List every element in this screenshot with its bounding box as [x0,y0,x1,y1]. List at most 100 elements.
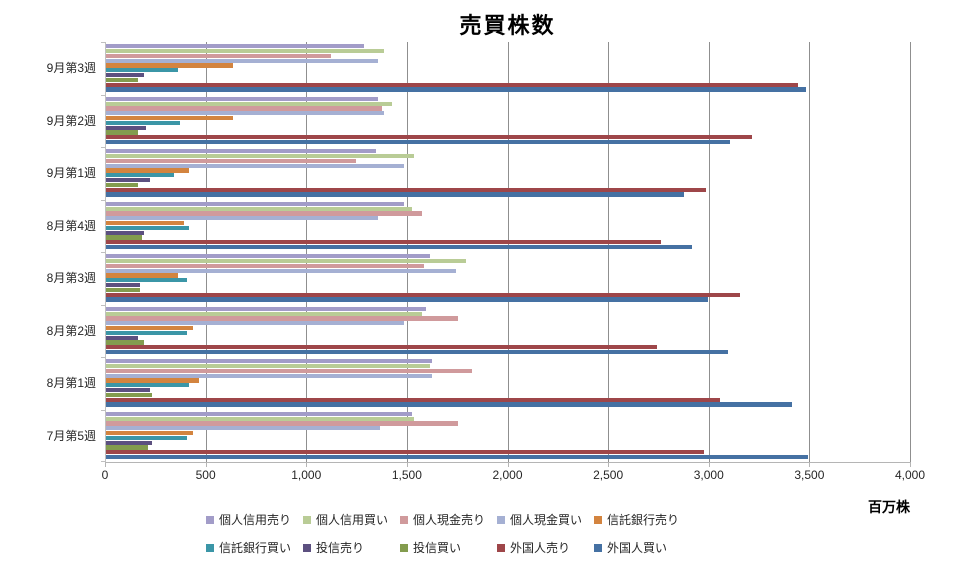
y-tick-mark [101,304,105,306]
legend-label: 個人現金買い [510,513,583,527]
chart-title: 売買株数 [459,13,556,38]
x-tick-mark [105,463,106,467]
x-tick-label: 0 [101,468,109,482]
legend-label: 外国人買い [607,541,668,555]
bar-9月第3週-個人現金売り [106,53,332,59]
bar-8月第2週-外国人売り [106,345,658,350]
x-tick-label: 3,500 [794,468,825,482]
bar-9月第3週-個人現金買い [106,58,378,63]
bar-8月第4週-投信買い [106,235,143,240]
bar-8月第2週-外国人買い [106,349,728,355]
legend-item-外国人売り: 外国人売り [497,540,594,555]
x-tick-mark [910,463,911,467]
gridline [406,42,408,462]
x-tick-label: 3,000 [693,468,724,482]
bar-8月第1週-外国人買い [106,402,793,407]
bar-8月第1週-信託銀行売り [106,378,199,383]
bar-9月第2週-外国人売り [106,135,752,140]
legend-label: 個人信用売り [219,513,292,527]
gridline [507,42,509,462]
bar-9月第1週-信託銀行買い [106,173,175,178]
x-tick-mark [809,463,811,467]
bar-9月第2週-外国人買い [106,139,730,145]
legend-swatch [303,543,311,552]
legend-swatch [497,543,505,552]
bar-8月第1週-個人信用売り [106,359,433,364]
bar-7月第5週-個人現金買い [106,426,380,431]
gridline [809,42,811,462]
bar-7月第5週-個人信用売り [106,411,412,416]
gridline [910,42,911,462]
bar-9月第1週-外国人売り [106,187,706,192]
bar-9月第1週-個人信用買い [106,154,414,159]
bar-9月第3週-個人信用売り [106,44,364,49]
y-category-label: 9月第3週 [46,61,96,76]
x-tick-mark [708,463,710,467]
y-tick-mark [101,252,105,253]
x-tick-mark [608,463,610,467]
x-tick-mark [507,463,509,467]
bar-8月第3週-投信売り [106,283,141,288]
bar-8月第4週-外国人売り [106,240,662,245]
legend-item-個人信用買い: 個人信用買い [303,512,400,527]
bar-8月第4週-個人現金売り [106,211,422,216]
legend-swatch [400,543,408,552]
bar-8月第1週-個人現金買い [106,373,433,378]
bar-9月第1週-個人現金売り [106,158,356,164]
bar-8月第3週-信託銀行売り [106,273,179,278]
bar-9月第3週-信託銀行買い [106,68,179,73]
bar-8月第2週-個人現金買い [106,321,404,326]
legend-label: 信託銀行売り [607,513,680,527]
bar-8月第2週-投信売り [106,335,139,340]
gridline [708,42,710,462]
legend-item-外国人買い: 外国人買い [594,540,691,555]
legend-item-信託銀行売り: 信託銀行売り [594,512,691,527]
bar-8月第4週-信託銀行買い [106,225,189,230]
bar-9月第3週-外国人買い [106,87,807,92]
bar-7月第5週-投信売り [106,440,153,445]
bar-9月第1週-投信売り [106,178,151,183]
axis-unit-label: 百万株 [868,499,910,515]
bar-8月第3週-外国人売り [106,292,740,297]
bar-7月第5週-外国人買い [106,454,809,460]
bar-9月第3週-投信買い [106,77,139,83]
bar-7月第5週-投信買い [106,445,149,450]
bar-9月第1週-外国人買い [106,192,684,197]
bar-8月第1週-信託銀行買い [106,383,189,388]
bar-7月第5週-信託銀行買い [106,435,187,440]
x-tick-mark [205,463,207,467]
bar-8月第4週-外国人買い [106,244,692,250]
bar-7月第5週-信託銀行売り [106,430,193,436]
x-axis-line [105,462,911,463]
legend-swatch [206,515,214,524]
bar-8月第2週-信託銀行買い [106,330,187,335]
bar-8月第3週-個人信用売り [106,254,430,259]
bar-9月第2週-個人信用買い [106,101,392,106]
legend-label: 個人信用買い [316,513,389,527]
x-tick-label: 2,500 [593,468,624,482]
y-category-label: 8月第2週 [46,323,96,338]
y-category-label: 9月第1週 [46,166,96,181]
x-tick-mark [306,463,308,467]
bar-8月第3週-個人現金売り [106,263,424,269]
bar-8月第4週-個人信用買い [106,206,412,211]
y-tick-mark [101,42,105,43]
bar-9月第3週-外国人売り [106,82,799,87]
bar-9月第3週-投信売り [106,73,145,78]
y-tick-mark [101,199,105,201]
legend-swatch [303,515,311,524]
bar-9月第2週-個人信用売り [106,96,378,101]
x-tick-label: 1,000 [291,468,322,482]
legend-label: 投信売り [316,541,365,555]
bar-8月第1週-投信売り [106,388,151,393]
bar-8月第3週-個人現金買い [106,268,457,273]
bar-9月第2週-個人現金買い [106,111,384,116]
bar-9月第1週-投信買い [106,182,139,188]
legend-swatch [594,515,602,524]
legend-item-個人信用売り: 個人信用売り [206,512,303,527]
legend-item-信託銀行買い: 信託銀行買い [206,540,303,555]
bar-8月第2週-個人信用買い [106,311,422,316]
bar-8月第2週-信託銀行売り [106,325,193,331]
y-axis-line [105,42,106,462]
y-tick-mark [101,461,105,462]
